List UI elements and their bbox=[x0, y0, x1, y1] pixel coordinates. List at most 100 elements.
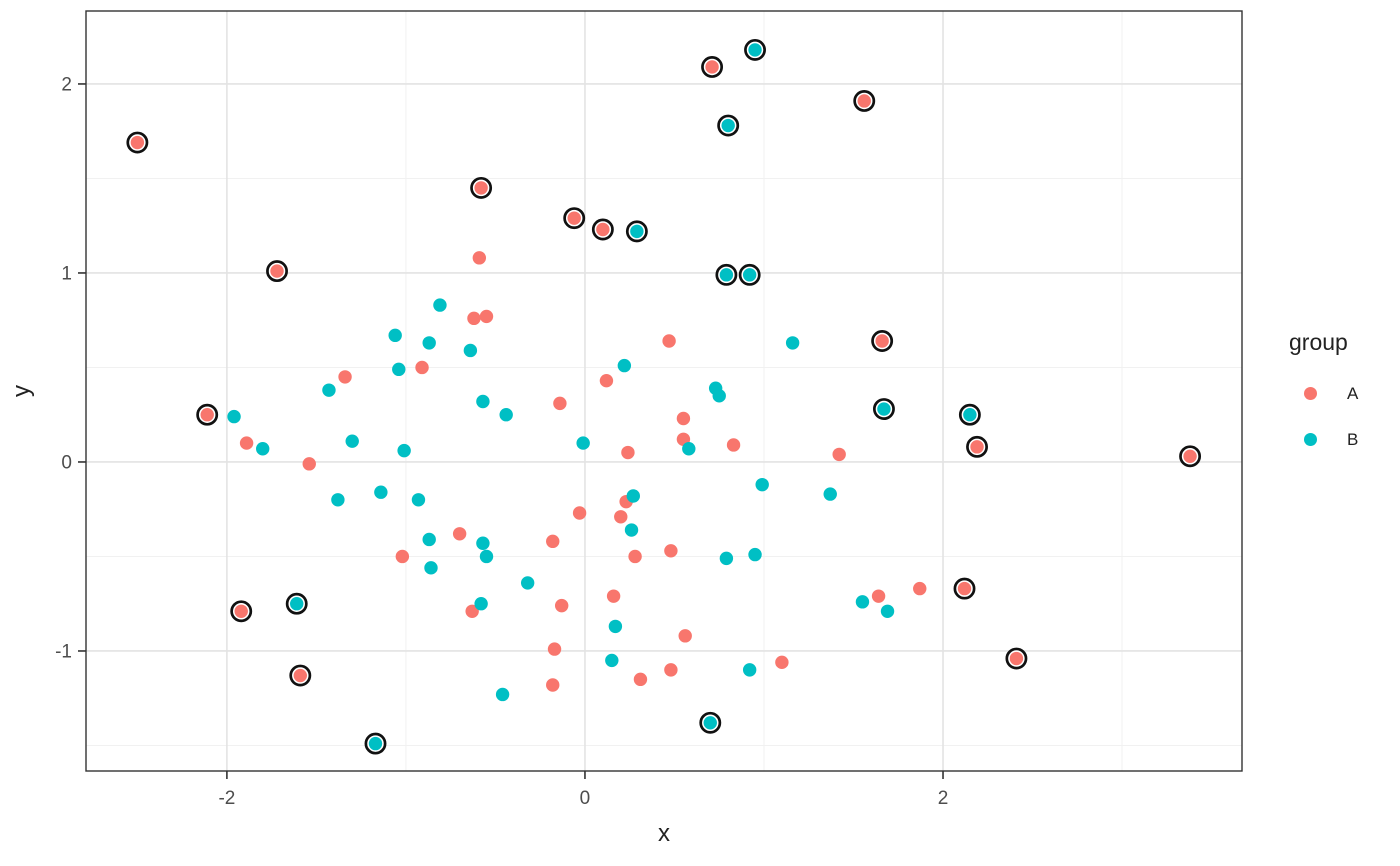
point-B bbox=[411, 493, 426, 507]
point-B bbox=[855, 595, 870, 609]
point-B bbox=[823, 487, 837, 501]
legend-label-a: A bbox=[1347, 383, 1359, 403]
y-axis-title: y bbox=[8, 385, 35, 397]
point-A bbox=[1009, 651, 1024, 666]
point-A bbox=[628, 549, 642, 564]
point-B bbox=[608, 619, 623, 634]
point-B bbox=[374, 485, 388, 499]
plot-panel bbox=[86, 11, 1242, 771]
x-axis-title: x bbox=[658, 820, 670, 847]
point-A bbox=[302, 457, 316, 471]
y-tick-label: -1 bbox=[55, 641, 72, 662]
point-A bbox=[599, 373, 614, 388]
point-B bbox=[322, 383, 336, 397]
point-A bbox=[857, 94, 871, 108]
point-A bbox=[726, 438, 741, 452]
point-A bbox=[546, 534, 560, 549]
point-A bbox=[567, 211, 581, 225]
legend-label-b: B bbox=[1347, 429, 1359, 449]
legend-item-b: B bbox=[1282, 417, 1358, 463]
point-B bbox=[227, 409, 241, 424]
point-B bbox=[626, 489, 640, 503]
point-A bbox=[270, 264, 284, 278]
x-tick-label: -2 bbox=[218, 788, 235, 809]
y-tick-label: 0 bbox=[61, 452, 72, 473]
point-A bbox=[832, 447, 846, 462]
point-A bbox=[465, 604, 479, 618]
point-B bbox=[392, 362, 406, 377]
point-A bbox=[547, 642, 562, 656]
point-B bbox=[721, 118, 735, 133]
legend-title: group bbox=[1289, 329, 1348, 355]
legend-marker-a-icon bbox=[1304, 387, 1317, 401]
point-A bbox=[572, 506, 587, 520]
point-A bbox=[474, 181, 488, 195]
point-B bbox=[742, 663, 757, 677]
point-B bbox=[703, 716, 717, 730]
point-A bbox=[239, 436, 254, 450]
point-B bbox=[331, 493, 345, 507]
point-B bbox=[479, 549, 494, 564]
legend-item-a: A bbox=[1282, 371, 1358, 417]
point-A bbox=[415, 360, 429, 375]
point-B bbox=[388, 328, 402, 343]
point-B bbox=[256, 442, 270, 456]
point-A bbox=[913, 581, 927, 596]
point-B bbox=[368, 736, 383, 751]
point-B bbox=[290, 597, 304, 611]
point-B bbox=[397, 443, 411, 458]
y-tick-label: 2 bbox=[61, 74, 72, 95]
x-tick-label: 0 bbox=[580, 788, 591, 809]
point-B bbox=[520, 576, 535, 590]
point-A bbox=[875, 334, 889, 348]
point-A bbox=[1183, 449, 1197, 464]
point-B bbox=[463, 343, 478, 358]
y-tick-label: 1 bbox=[61, 263, 72, 284]
point-A bbox=[596, 222, 610, 237]
point-B bbox=[755, 477, 769, 492]
point-B bbox=[624, 523, 639, 537]
legend-items: A B bbox=[1282, 371, 1358, 463]
point-B bbox=[785, 336, 800, 350]
point-A bbox=[553, 396, 567, 411]
point-A bbox=[452, 527, 467, 541]
point-B bbox=[495, 687, 510, 702]
point-B bbox=[433, 298, 447, 312]
point-A bbox=[633, 672, 648, 687]
point-B bbox=[499, 408, 513, 422]
point-A bbox=[664, 663, 678, 677]
point-B bbox=[719, 551, 734, 566]
point-A bbox=[621, 445, 635, 460]
point-B bbox=[748, 547, 762, 562]
point-A bbox=[871, 589, 886, 603]
point-A bbox=[664, 544, 678, 558]
point-B bbox=[605, 653, 619, 668]
point-B bbox=[963, 408, 977, 422]
point-B bbox=[576, 436, 590, 450]
point-A bbox=[554, 598, 569, 613]
point-B bbox=[742, 268, 757, 282]
point-B bbox=[476, 536, 490, 550]
point-B bbox=[474, 597, 488, 611]
panel-border bbox=[85, 10, 1243, 772]
point-A bbox=[614, 510, 628, 524]
point-A bbox=[395, 549, 410, 564]
point-A bbox=[467, 311, 481, 326]
point-B bbox=[617, 358, 632, 373]
point-B bbox=[422, 532, 436, 547]
point-B bbox=[748, 43, 762, 57]
x-tick-label: 2 bbox=[938, 788, 949, 809]
point-A bbox=[293, 668, 307, 683]
point-A bbox=[676, 411, 691, 426]
point-A bbox=[234, 604, 248, 618]
point-B bbox=[719, 268, 734, 282]
point-B bbox=[345, 434, 359, 448]
legend-marker-b-icon bbox=[1304, 433, 1317, 447]
point-B bbox=[422, 336, 436, 350]
point-A bbox=[130, 135, 145, 150]
point-B bbox=[880, 604, 895, 618]
point-B bbox=[476, 394, 490, 409]
legend: group A B bbox=[1282, 329, 1358, 463]
point-A bbox=[606, 589, 621, 603]
